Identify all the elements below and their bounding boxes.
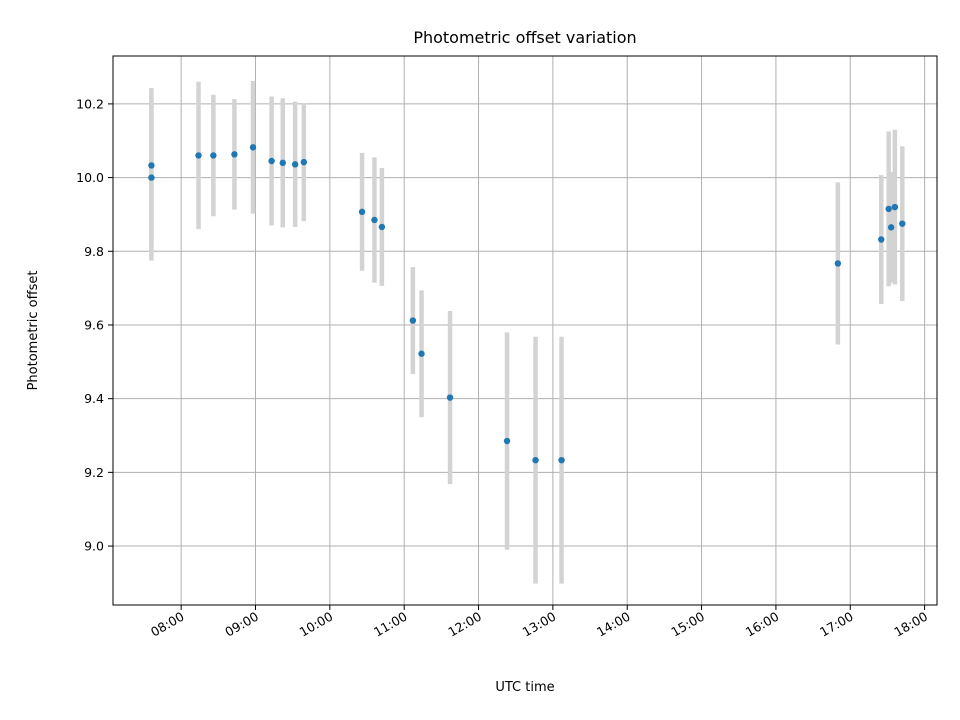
y-tick-label: 10.2 bbox=[76, 96, 104, 111]
data-point bbox=[148, 162, 155, 169]
data-point bbox=[300, 158, 308, 166]
x-tick-label: 08:00 bbox=[148, 609, 187, 640]
x-tick-label: 17:00 bbox=[817, 609, 856, 640]
data-point bbox=[887, 224, 895, 231]
data-point bbox=[409, 317, 417, 324]
chart-title: Photometric offset variation bbox=[413, 28, 636, 47]
data-point bbox=[148, 174, 155, 181]
x-axis-label: UTC time bbox=[495, 680, 554, 695]
data-points bbox=[148, 144, 906, 464]
y-tick-label: 9.6 bbox=[84, 317, 104, 332]
x-tick-label: 12:00 bbox=[445, 609, 484, 640]
data-point bbox=[210, 152, 217, 159]
data-point bbox=[249, 144, 257, 151]
x-axis-ticks: 08:00 09:00 10:00 11:00 12:00 13:00 14:00 15:00… bbox=[148, 605, 930, 640]
data-point bbox=[891, 203, 899, 211]
data-point bbox=[418, 350, 425, 357]
grid bbox=[113, 56, 937, 605]
data-point bbox=[532, 456, 539, 464]
data-point bbox=[503, 437, 511, 445]
x-tick-label: 16:00 bbox=[743, 609, 782, 640]
data-point bbox=[558, 456, 565, 464]
data-point bbox=[834, 260, 842, 267]
y-tick-label: 9.4 bbox=[84, 391, 104, 406]
x-tick-label: 13:00 bbox=[520, 609, 559, 640]
y-axis-ticks: 9.0 9.2 9.4 9.6 9.8 10.0 10.2 bbox=[76, 96, 113, 554]
data-point bbox=[885, 205, 892, 213]
data-point bbox=[899, 220, 906, 227]
plot-frame bbox=[112, 55, 938, 606]
x-tick-label: 14:00 bbox=[594, 609, 633, 640]
data-point bbox=[231, 151, 238, 158]
data-point bbox=[195, 152, 202, 159]
data-point bbox=[878, 236, 885, 243]
data-point bbox=[446, 394, 454, 401]
y-tick-label: 9.0 bbox=[84, 539, 104, 554]
error-bars bbox=[149, 81, 905, 584]
x-tick-label: 10:00 bbox=[297, 609, 336, 640]
x-tick-label: 09:00 bbox=[222, 609, 261, 640]
x-tick-label: 18:00 bbox=[891, 609, 930, 640]
data-point bbox=[378, 223, 386, 231]
data-point bbox=[371, 216, 378, 224]
y-axis-label: Photometric offset bbox=[26, 271, 41, 391]
data-point bbox=[291, 161, 299, 168]
x-tick-label: 11:00 bbox=[371, 609, 410, 640]
y-tick-label: 10.0 bbox=[76, 170, 104, 185]
data-point bbox=[268, 157, 275, 165]
data-point bbox=[358, 208, 366, 216]
x-tick-label: 15:00 bbox=[668, 609, 707, 640]
y-tick-label: 9.8 bbox=[84, 244, 104, 259]
y-tick-label: 9.2 bbox=[84, 465, 104, 480]
data-point bbox=[279, 159, 286, 167]
